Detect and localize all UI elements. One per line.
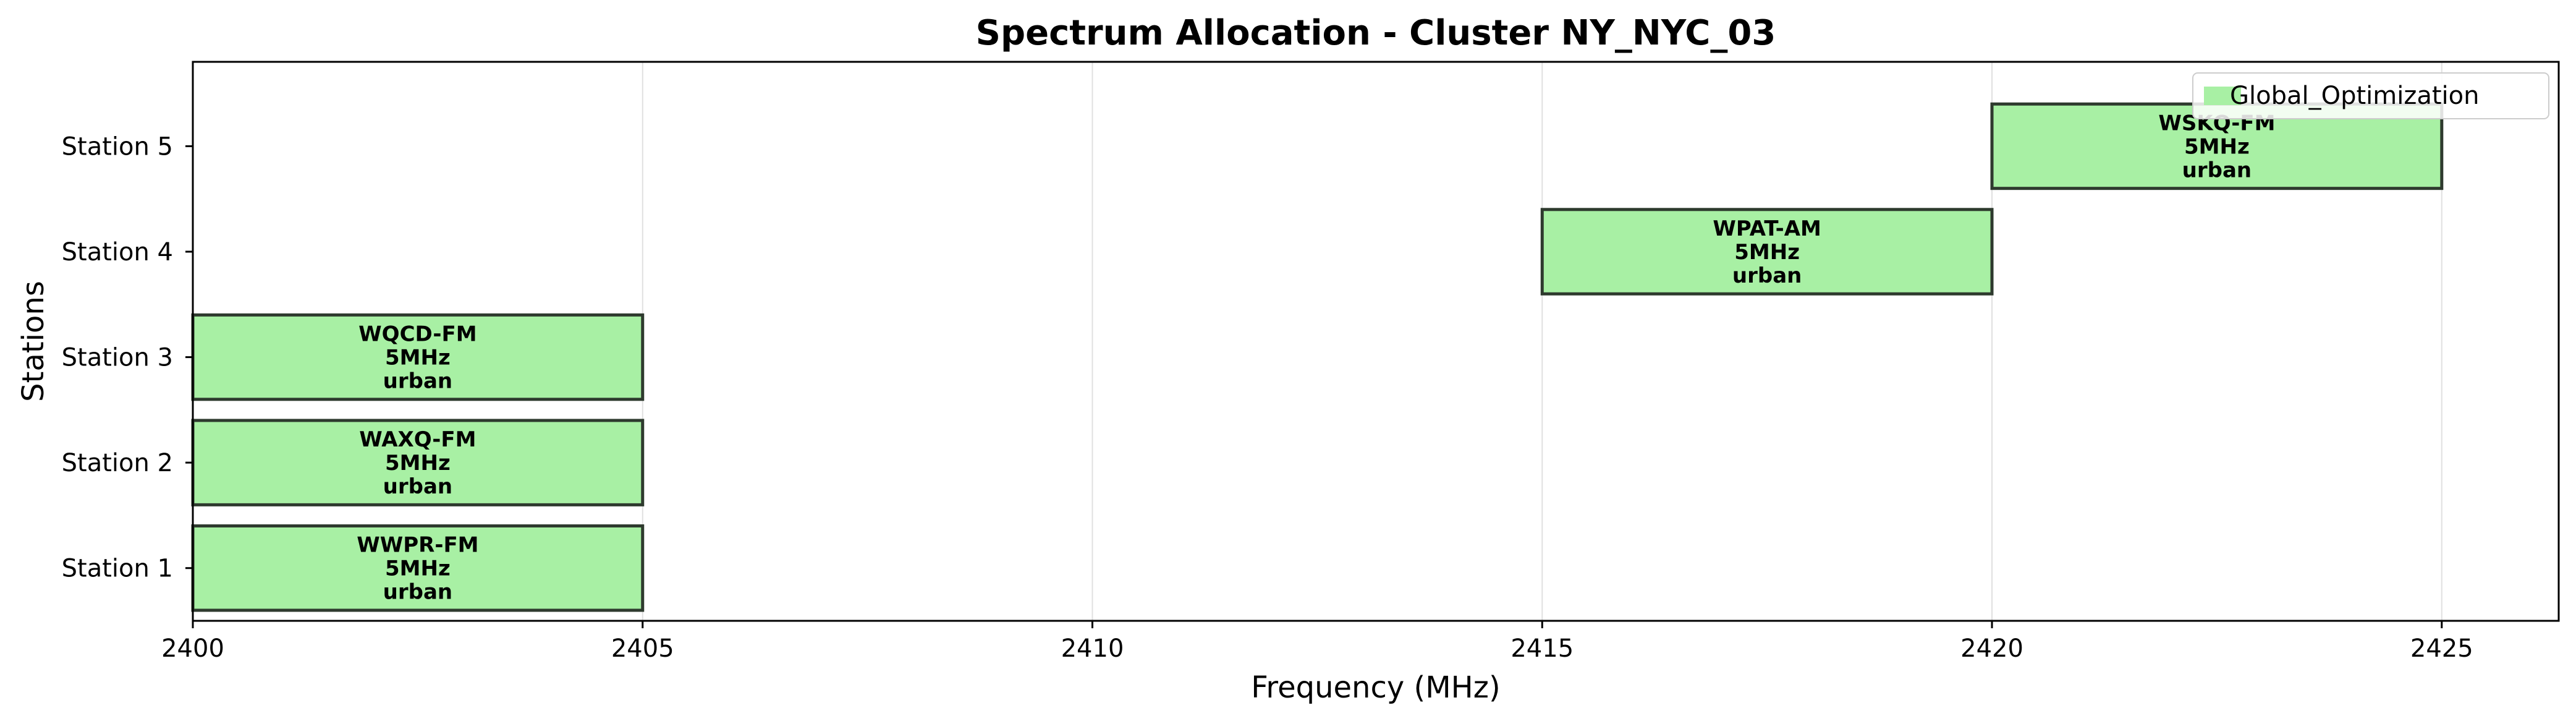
bar-label-environment-3: urban bbox=[1732, 263, 1802, 288]
bar-label-environment-1: urban bbox=[383, 474, 452, 499]
legend-swatch bbox=[2204, 87, 2241, 105]
legend-box bbox=[2192, 72, 2549, 119]
y-tick-label-0: Station 1 bbox=[62, 555, 173, 583]
x-axis-label: Frequency (MHz) bbox=[1251, 670, 1500, 705]
bar-label-callsign-2: WQCD-FM bbox=[358, 322, 477, 347]
y-axis-label: Stations bbox=[16, 281, 51, 402]
legend: Global_Optimization bbox=[2192, 72, 2549, 119]
x-ticks: 2400 2405 2410 2415 2420 2425 bbox=[161, 621, 2473, 663]
y-tick-label-1: Station 2 bbox=[62, 449, 173, 477]
bar-label-environment-0: urban bbox=[383, 580, 452, 605]
x-tick-label-1: 2405 bbox=[611, 634, 674, 663]
x-tick-label-4: 2420 bbox=[1960, 634, 2023, 663]
bar-label-bandwidth-0: 5MHz bbox=[385, 557, 451, 581]
y-tick-label-4: Station 5 bbox=[62, 132, 173, 161]
x-tick-label-5: 2425 bbox=[2410, 634, 2473, 663]
legend-entry-label: Global_Optimization bbox=[2230, 82, 2479, 110]
chart-title: Spectrum Allocation - Cluster NY_NYC_03 bbox=[976, 13, 1776, 53]
y-tick-label-3: Station 4 bbox=[62, 238, 173, 267]
y-tick-label-2: Station 3 bbox=[62, 344, 173, 372]
bar-label-callsign-1: WAXQ-FM bbox=[359, 427, 476, 452]
x-tick-label-0: 2400 bbox=[161, 634, 224, 663]
bar-label-bandwidth-3: 5MHz bbox=[1734, 240, 1800, 265]
bar-wpat-am bbox=[1540, 208, 1994, 296]
bar-label-environment-2: urban bbox=[383, 369, 452, 394]
bar-label-bandwidth-2: 5MHz bbox=[385, 346, 451, 370]
x-tick-label-2: 2410 bbox=[1061, 634, 1124, 663]
bars: WWPR-FM5MHzurbanWAXQ-FM5MHzurbanWQCD-FM5… bbox=[191, 102, 2444, 612]
bar-label-environment-4: urban bbox=[2182, 158, 2252, 182]
bar-label-bandwidth-1: 5MHz bbox=[385, 451, 451, 476]
bar-wwpr-fm bbox=[191, 524, 645, 612]
x-tick-label-3: 2415 bbox=[1510, 634, 1574, 663]
bar-label-bandwidth-4: 5MHz bbox=[2184, 134, 2250, 159]
bar-label-callsign-3: WPAT-AM bbox=[1713, 216, 1821, 241]
y-ticks: Station 1 Station 2 Station 3 Station 4 Stat… bbox=[62, 132, 193, 583]
plot-frame bbox=[192, 61, 2560, 622]
bar-wqcd-fm bbox=[191, 313, 645, 401]
bar-label-callsign-0: WWPR-FM bbox=[357, 533, 478, 558]
